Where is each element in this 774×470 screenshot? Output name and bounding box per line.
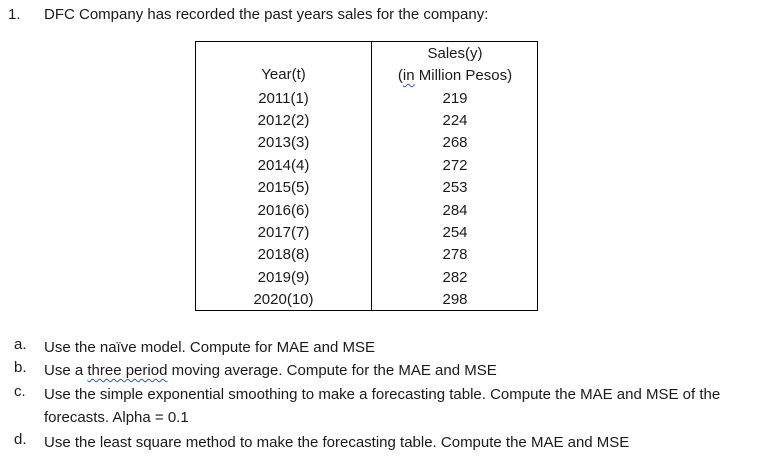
subquestion-underlined-phrase: three period	[87, 362, 168, 379]
subquestion-letter: c.	[14, 383, 26, 400]
table-cell-year: 2015(5)	[257, 179, 310, 196]
sales-table: Year(t) 2011(1) 2012(2) 2013(3) 2014(4) …	[195, 41, 538, 311]
table-cell-year: 2012(2)	[257, 112, 310, 129]
table-cell-year: 2020(10)	[253, 291, 314, 308]
table-cell-sales: 272	[442, 157, 468, 174]
table-cell-sales: 224	[442, 112, 468, 129]
subquestion-text-part: Use a	[44, 362, 88, 379]
subquestion-text: Use the naïve model. Compute for MAE and…	[44, 339, 375, 356]
year-column: Year(t) 2011(1) 2012(2) 2013(3) 2014(4) …	[196, 42, 371, 310]
table-cell-sales: 282	[442, 269, 468, 286]
table-cell-year: 2011(1)	[258, 90, 309, 107]
sales-column: Sales(y) (in Million Pesos) 219 224 268 …	[372, 42, 538, 310]
table-column-divider	[371, 42, 372, 310]
table-cell-sales: 298	[442, 291, 468, 308]
table-cell-sales: 253	[442, 179, 468, 196]
sales-header-paren: (	[397, 67, 403, 84]
subquestion-text: Use the least square method to make the …	[44, 434, 630, 451]
sales-header-unit: Million Pesos)	[414, 67, 513, 84]
subquestion-text: Use a three period moving average. Compu…	[44, 359, 759, 382]
table-cell-year: 2016(6)	[257, 202, 310, 219]
subquestion-letter: b.	[14, 359, 27, 376]
table-cell-year: 2019(9)	[257, 269, 310, 286]
table-cell-year: 2013(3)	[257, 134, 310, 151]
question-heading: 1. DFC Company has recorded the past year…	[8, 6, 488, 23]
question-number: 1.	[8, 6, 21, 23]
sales-header-underlined-word: in	[402, 67, 415, 84]
sales-header-line1: Sales(y)	[427, 45, 483, 62]
subquestion-text: Use the simple exponential smoothing to …	[44, 386, 721, 426]
table-cell-sales: 284	[442, 202, 468, 219]
table-cell-sales: 268	[442, 134, 468, 151]
sales-header-line2: (in Million Pesos)	[372, 65, 538, 87]
subquestion-letter: d.	[14, 431, 27, 448]
table-cell-sales: 254	[442, 224, 468, 241]
table-cell-sales: 219	[442, 90, 468, 107]
question-text: DFC Company has recorded the past years …	[44, 6, 489, 23]
table-cell-year: 2014(4)	[257, 157, 310, 174]
year-header: Year(t)	[261, 66, 306, 83]
subquestion-text-part: moving average. Compute for the MAE and …	[167, 362, 497, 379]
table-cell-year: 2017(7)	[257, 224, 310, 241]
table-cell-year: 2018(8)	[257, 246, 310, 263]
table-cell-sales: 278	[442, 246, 468, 263]
subquestion-letter: a.	[14, 336, 27, 353]
